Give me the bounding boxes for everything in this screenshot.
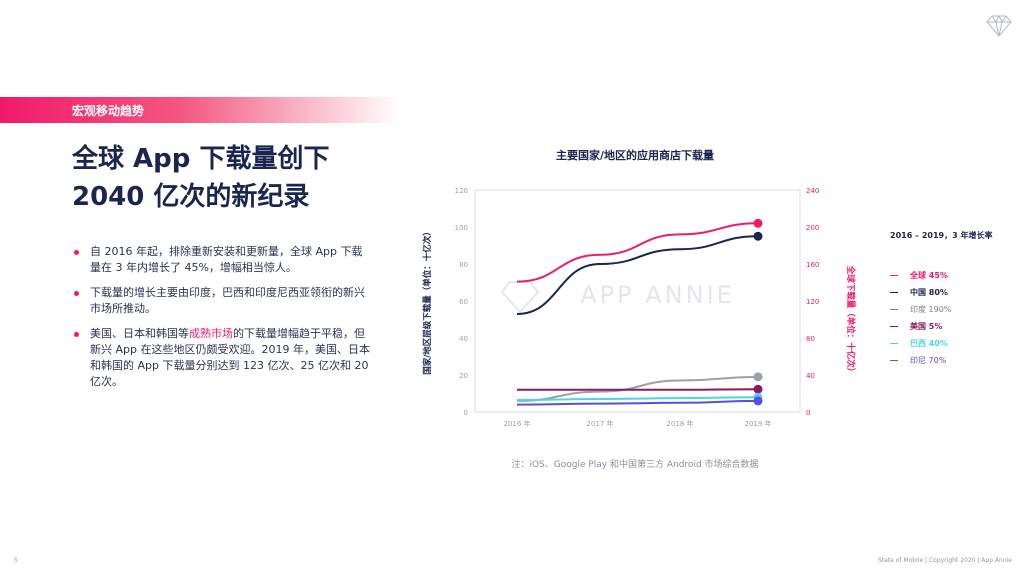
y-right-tick-label: 200 [806,224,819,232]
legend-swatch [890,342,898,345]
legend-label: 印度 190% [910,305,952,314]
legend-item: 美国 5% [890,318,1020,335]
legend-label: 中国 80% [910,288,948,297]
y-right-tick-label: 160 [806,261,819,269]
bullet-item: 自 2016 年起，排除重新安装和更新量，全球 App 下载量在 3 年内增长了… [72,244,372,276]
legend-swatch [890,325,898,328]
y-left-tick-label: 100 [455,224,468,232]
y-left-axis-label: 国家/地区层级下载量（单位：十亿次） [422,227,433,375]
page-number: 5 [14,557,18,564]
bullet-text: 的下载量增幅趋于平稳，但新兴 App 在这些地区仍颇受欢迎。2019 年，美国、… [90,327,370,388]
y-right-axis-label: 全球下载量（单位：十亿次） [845,265,856,377]
page-title: 全球 App 下载量创下 2040 亿次的新纪录 [72,140,329,216]
series-line-中国 [516,235,759,315]
bullet-item: 下载量的增长主要由印度，巴西和印度尼西亚领衔的新兴市场所推动。 [72,285,372,317]
legend-label: 全球 45% [910,271,948,280]
legend-label: 印尼 70% [910,356,947,365]
x-tick-label: 2016 年 [503,419,530,428]
bullet-list: 自 2016 年起，排除重新安装和更新量，全球 App 下载量在 3 年内增长了… [72,244,372,399]
chart-legend: 2016 – 2019，3 年增长率 全球 45% 中国 80% 印度 190% 美国… [890,230,1020,369]
section-label: 宏观移动趋势 [72,104,145,118]
series-line-全球 [516,222,759,283]
x-tick-label: 2017 年 [586,419,613,428]
title-line-1: 全球 App 下载量创下 [72,144,330,174]
title-line-2: 2040 亿次的新纪录 [72,182,310,212]
legend-item: 巴西 40% [890,335,1020,352]
series-line-印尼 [516,399,759,406]
footer-copyright: State of Mobile | Copyright 2020 | App A… [877,557,1012,564]
series-line-美国 [517,388,759,391]
legend-swatch [890,291,898,294]
legend-item: 印度 190% [890,301,1020,318]
highlight-text: 成熟市场 [189,327,233,340]
y-right-tick-label: 0 [806,409,810,417]
legend-label: 美国 5% [910,322,943,331]
y-right-tick-label: 40 [806,372,815,380]
watermark-icon [500,281,540,314]
legend-swatch [890,308,898,311]
x-tick-label: 2019 年 [744,419,771,428]
app-annie-logo-icon [986,14,1012,37]
y-left-tick-label: 80 [459,261,468,269]
series-line-巴西 [516,396,759,401]
section-banner: 宏观移动趋势 [0,97,400,123]
legend-item: 印尼 70% [890,352,1020,369]
plot-frame [474,189,801,413]
watermark-text: APP ANNIE [580,281,735,309]
y-right-tick-label: 80 [806,335,815,343]
legend-item: 中国 80% [890,284,1020,301]
bullet-item: 美国、日本和韩国等成熟市场的下载量增幅趋于平稳，但新兴 App 在这些地区仍颇受… [72,326,372,390]
legend-item: 全球 45% [890,267,1020,284]
y-left-tick-label: 120 [455,187,468,195]
y-left-tick-label: 20 [459,372,468,380]
y-left-tick-label: 0 [464,409,468,417]
y-right-tick-label: 240 [806,187,819,195]
legend-swatch [890,359,898,362]
series-end-point-中国 [753,231,763,241]
series-end-point-全球 [753,218,763,228]
x-tick-label: 2018 年 [666,419,693,428]
legend-title: 2016 – 2019，3 年增长率 [890,231,993,240]
legend-swatch [890,274,898,277]
legend-label: 巴西 40% [910,339,948,348]
y-left-tick-label: 60 [459,298,468,306]
series-end-point-美国 [753,384,763,394]
series-end-point-印尼 [753,396,763,406]
series-line-印度 [516,375,759,402]
series-end-point-印度 [753,372,763,382]
y-right-tick-label: 120 [806,298,819,306]
chart-title: 主要国家/地区的应用商店下载量 [555,149,715,162]
y-left-tick-label: 40 [459,335,468,343]
bullet-text: 美国、日本和韩国等 [90,327,189,340]
chart-note: 注：iOS、Google Play 和中国第三方 Android 市场综合数据 [511,460,759,470]
